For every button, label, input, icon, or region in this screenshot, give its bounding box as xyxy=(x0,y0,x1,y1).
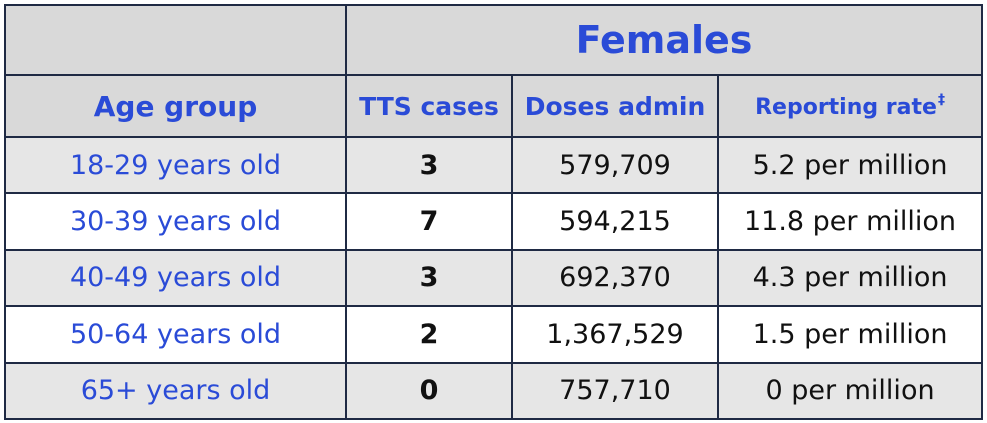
tts-cases-header: TTS cases xyxy=(345,74,513,138)
empty-corner-cell xyxy=(4,4,347,76)
table-row: 30-39 years old 7 594,215 11.8 per milli… xyxy=(4,192,984,251)
table-row: 18-29 years old 3 579,709 5.2 per millio… xyxy=(4,135,984,195)
females-group-header: Females xyxy=(344,4,984,76)
age-cell: 50-64 years old xyxy=(4,305,347,364)
rate-cell: 1.5 per million xyxy=(716,305,984,364)
table-row: 65+ years old 0 757,710 0 per million xyxy=(4,361,984,420)
rate-cell: 5.2 per million xyxy=(716,135,984,195)
tts-females-table: Females Age group TTS cases Doses admin … xyxy=(4,4,984,420)
reporting-rate-label: Reporting rate xyxy=(755,95,937,120)
age-cell: 30-39 years old xyxy=(4,192,347,251)
header-row-columns: Age group TTS cases Doses admin Reportin… xyxy=(4,74,984,138)
table-row: 50-64 years old 2 1,367,529 1.5 per mill… xyxy=(4,305,984,364)
header-row-group: Females xyxy=(4,4,984,76)
age-cell: 40-49 years old xyxy=(4,248,347,308)
cases-cell: 7 xyxy=(345,192,513,251)
reporting-rate-header: Reporting rate‡ xyxy=(716,74,984,138)
doses-cell: 579,709 xyxy=(511,135,719,195)
age-group-header: Age group xyxy=(4,74,347,138)
doses-cell: 692,370 xyxy=(511,248,719,308)
cases-cell: 3 xyxy=(345,135,513,195)
doses-admin-header: Doses admin xyxy=(511,74,719,138)
table-row: 40-49 years old 3 692,370 4.3 per millio… xyxy=(4,248,984,308)
doses-cell: 757,710 xyxy=(511,361,719,420)
double-dagger-footnote-mark: ‡ xyxy=(937,92,945,108)
rate-cell: 4.3 per million xyxy=(716,248,984,308)
age-cell: 18-29 years old xyxy=(4,135,347,195)
age-cell: 65+ years old xyxy=(4,361,347,420)
cases-cell: 2 xyxy=(345,305,513,364)
rate-cell: 0 per million xyxy=(716,361,984,420)
doses-cell: 594,215 xyxy=(511,192,719,251)
tts-females-table-container: Females Age group TTS cases Doses admin … xyxy=(4,4,984,420)
doses-cell: 1,367,529 xyxy=(511,305,719,364)
cases-cell: 0 xyxy=(345,361,513,420)
rate-cell: 11.8 per million xyxy=(716,192,984,251)
cases-cell: 3 xyxy=(345,248,513,308)
